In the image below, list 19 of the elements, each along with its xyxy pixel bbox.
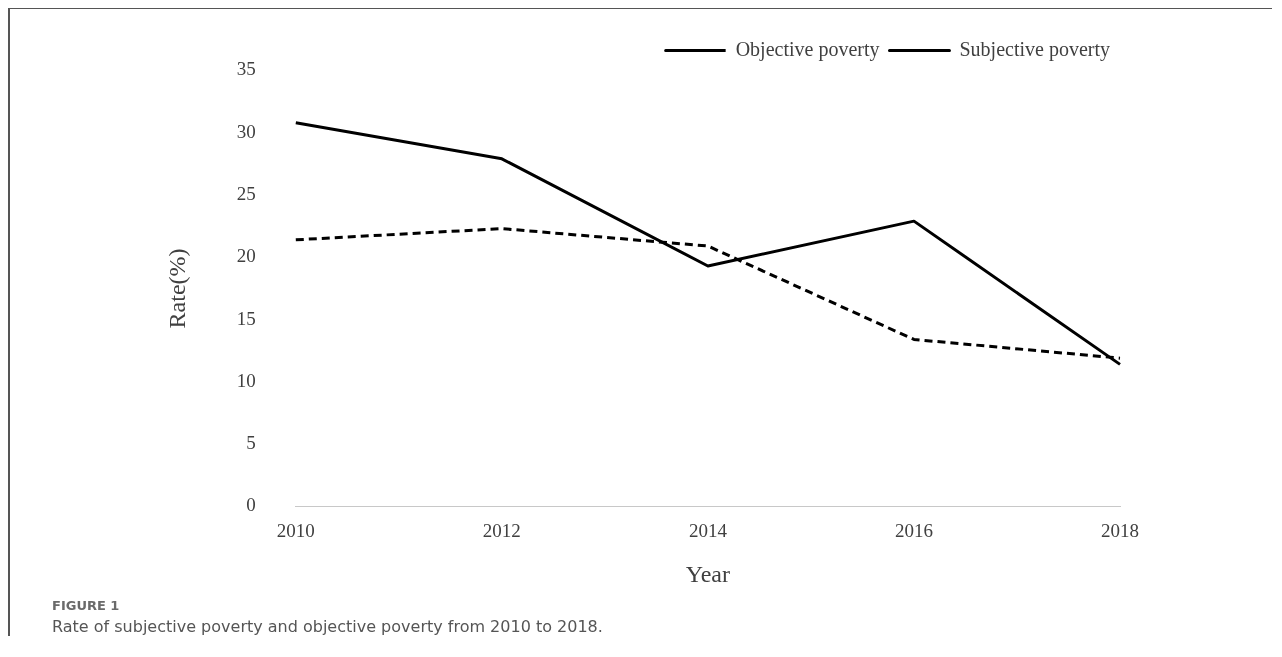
x-tick-label: 2010 [276, 519, 315, 541]
x-tick-label: 2014 [688, 519, 728, 541]
y-tick-label: 15 [236, 307, 256, 329]
x-tick-label: 2018 [1101, 519, 1139, 541]
y-tick-label: 0 [246, 494, 256, 516]
y-tick-label: 20 [236, 245, 256, 267]
x-tick-label: 2012 [482, 519, 521, 541]
x-axis-title: Year [685, 560, 731, 587]
y-tick-label: 35 [236, 58, 256, 80]
legend-label: Objective poverty [735, 37, 880, 61]
y-tick-label: 25 [236, 182, 256, 204]
caption: FIGURE 1 [52, 598, 121, 613]
y-tick-label: 5 [246, 432, 256, 454]
y-tick-label: 10 [236, 369, 256, 391]
y-axis-title: Rate(%) [163, 248, 190, 329]
text: Rate of subjective poverty and objective poverty from 2010 to 2018. [52, 617, 604, 636]
x-tick-label: 2016 [894, 519, 933, 541]
legend-label: Subjective poverty [959, 37, 1111, 61]
y-tick-label: 30 [236, 120, 256, 142]
